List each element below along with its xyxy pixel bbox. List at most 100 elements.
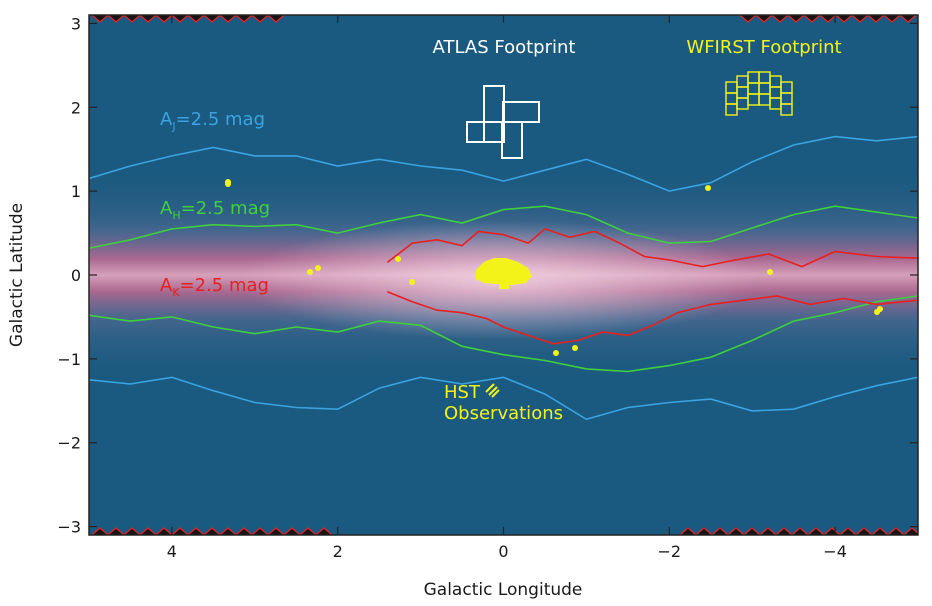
edge-marker	[251, 527, 269, 535]
contour-lower-ak	[387, 291, 918, 345]
edge-marker	[155, 527, 173, 535]
y-tick-label: 1	[71, 182, 81, 201]
edge-marker	[107, 15, 125, 23]
hst-observations-region	[476, 258, 532, 289]
y-tick-label: 3	[71, 14, 81, 33]
x-axis: 4 2 0 −2 −4	[167, 15, 847, 561]
contour-lower-ah	[89, 295, 918, 373]
edge-marker	[887, 527, 905, 535]
edge-marker	[315, 527, 333, 535]
yellow-sources	[225, 179, 883, 356]
edge-marker	[711, 527, 729, 535]
x-tick-label: −4	[823, 542, 847, 561]
ah-contour-label: AH=2.5 mag	[160, 198, 270, 222]
ak-contour-label: AK=2.5 mag	[160, 275, 269, 299]
edge-marker	[803, 15, 821, 23]
x-tick-label: 4	[167, 542, 177, 561]
yellow-source	[409, 279, 415, 285]
y-tick-label: −3	[57, 518, 81, 537]
edge-marker	[899, 15, 917, 23]
yellow-source	[553, 350, 559, 356]
y-tick-label: −1	[57, 350, 81, 369]
edge-marker	[299, 527, 317, 535]
edge-marker	[187, 527, 205, 535]
hst-marker-icon	[485, 383, 500, 398]
yellow-source	[767, 269, 773, 275]
wfirst-footprint-label: WFIRST Footprint	[686, 37, 841, 58]
contour-upper-ak	[386, 227, 918, 268]
edge-marker	[171, 527, 189, 535]
edge-marker	[695, 527, 713, 535]
yellow-source	[225, 181, 231, 187]
edge-marker	[123, 15, 141, 23]
edge-marker	[791, 527, 809, 535]
edge-marker	[851, 15, 869, 23]
edge-marker	[155, 15, 173, 23]
extinction-contours	[89, 135, 918, 421]
y-tick-label: −2	[57, 434, 81, 453]
contour-upper-aj	[89, 135, 918, 192]
wfirst-footprint	[725, 71, 793, 116]
edge-marker	[251, 15, 269, 23]
edge-marker	[235, 15, 253, 23]
hst-label-line2: Observations	[444, 403, 563, 424]
x-axis-title: Galactic Longitude	[424, 580, 583, 600]
edge-marker	[139, 527, 157, 535]
contour-lower-aj	[89, 376, 918, 421]
edge-marker	[91, 15, 109, 23]
edge-marker	[759, 527, 777, 535]
aj-contour-label: AJ=2.5 mag	[160, 109, 265, 133]
edge-marker	[219, 527, 237, 535]
edge-marker	[743, 527, 761, 535]
edge-marker	[123, 527, 141, 535]
edge-marker	[819, 15, 837, 23]
edge-marker	[679, 527, 697, 535]
edge-marker	[727, 527, 745, 535]
x-tick-label: 0	[498, 542, 508, 561]
edge-marker	[139, 15, 157, 23]
edge-marker	[835, 15, 853, 23]
edge-marker	[855, 527, 873, 535]
edge-marker	[839, 527, 857, 535]
yellow-source	[572, 345, 578, 351]
edge-marker	[219, 15, 237, 23]
edge-marker	[775, 527, 793, 535]
edge-marker	[107, 527, 125, 535]
wfirst-detector	[780, 103, 793, 116]
yellow-source	[395, 256, 401, 262]
atlas-footprint	[466, 85, 540, 159]
y-tick-label: 0	[71, 266, 81, 285]
edge-marker	[871, 527, 889, 535]
yellow-source	[705, 185, 711, 191]
x-tick-label: −2	[658, 542, 682, 561]
edge-marker	[739, 15, 757, 23]
edge-marker	[91, 527, 109, 535]
contour-upper-ah	[89, 205, 918, 249]
edge-marker	[883, 15, 901, 23]
yellow-source	[307, 269, 313, 275]
edge-marker	[203, 15, 221, 23]
edge-marker	[267, 527, 285, 535]
edge-marker	[171, 15, 189, 23]
edge-marker	[867, 15, 885, 23]
edge-marker	[235, 527, 253, 535]
edge-marker	[283, 527, 301, 535]
edge-marker	[267, 15, 285, 23]
atlas-footprint-label: ATLAS Footprint	[433, 37, 576, 58]
edge-marker	[823, 527, 841, 535]
x-tick-label: 2	[333, 542, 343, 561]
yellow-source	[877, 306, 883, 312]
edge-marker	[771, 15, 789, 23]
edge-marker	[187, 15, 205, 23]
edge-marker	[807, 527, 825, 535]
atlas-tile	[501, 121, 523, 159]
y-axis-title: Galactic Latitude	[7, 203, 27, 347]
y-axis: −3 −2 −1 0 1 2 3	[57, 14, 918, 537]
edge-marker	[787, 15, 805, 23]
plot-area	[89, 15, 918, 535]
y-tick-label: 2	[71, 98, 81, 117]
edge-marker	[203, 527, 221, 535]
yellow-source	[315, 265, 321, 271]
hst-label-line1: HST	[444, 382, 481, 403]
